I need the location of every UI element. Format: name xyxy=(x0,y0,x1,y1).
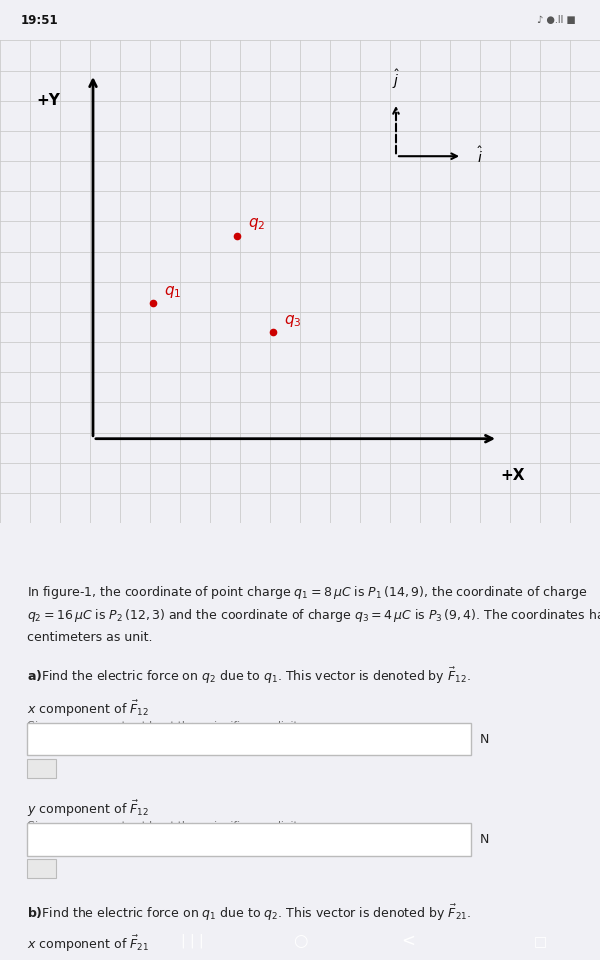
Text: $q_2 = 16\,\mu C$ is $P_2\,(12, 3)$ and the coordinate of charge $q_3 = 4\,\mu C: $q_2 = 16\,\mu C$ is $P_2\,(12, 3)$ and … xyxy=(27,608,600,625)
Bar xyxy=(27,823,471,855)
Text: Give your answer to at least three significance digits.: Give your answer to at least three signi… xyxy=(27,821,307,831)
Text: $q_{1}$: $q_{1}$ xyxy=(164,283,181,300)
Text: $y$ component of $\vec{F}_{12}$: $y$ component of $\vec{F}_{12}$ xyxy=(27,799,149,819)
Text: +X: +X xyxy=(501,468,525,483)
Bar xyxy=(27,759,56,778)
Text: 19:51: 19:51 xyxy=(21,13,59,27)
Text: Give your answer to at least three significance digits.: Give your answer to at least three signi… xyxy=(27,721,307,731)
Text: ♪ ●.ll ■: ♪ ●.ll ■ xyxy=(537,15,576,25)
Text: N: N xyxy=(480,732,490,746)
Text: □: □ xyxy=(533,934,547,948)
Text: $x$ component of $\vec{F}_{21}$: $x$ component of $\vec{F}_{21}$ xyxy=(27,933,149,954)
Text: $\hat{j}$: $\hat{j}$ xyxy=(392,68,400,91)
Text: <: < xyxy=(401,932,415,949)
Text: | | |: | | | xyxy=(181,933,203,948)
Text: centimeters as unit.: centimeters as unit. xyxy=(27,632,152,644)
Text: $q_{2}$: $q_{2}$ xyxy=(248,216,265,232)
Text: $q_{3}$: $q_{3}$ xyxy=(284,313,301,328)
Text: $\mathbf{a)}$Find the electric force on $q_2$ due to $q_1$. This vector is denot: $\mathbf{a)}$Find the electric force on … xyxy=(27,666,470,686)
Bar xyxy=(27,859,56,877)
Text: $\mathbf{b)}$Find the electric force on $q_1$ due to $q_2$. This vector is denot: $\mathbf{b)}$Find the electric force on … xyxy=(27,902,471,924)
Text: In figure-1, the coordinate of point charge $q_1 = 8\,\mu C$ is $P_1\,(14, 9)$, : In figure-1, the coordinate of point cha… xyxy=(27,584,587,601)
Text: ○: ○ xyxy=(293,932,307,949)
Text: N: N xyxy=(480,832,490,846)
Text: $x$ component of $\vec{F}_{12}$: $x$ component of $\vec{F}_{12}$ xyxy=(27,699,149,719)
Text: +Y: +Y xyxy=(36,93,60,108)
Bar xyxy=(27,723,471,756)
Text: $\hat{i}$: $\hat{i}$ xyxy=(477,146,484,166)
